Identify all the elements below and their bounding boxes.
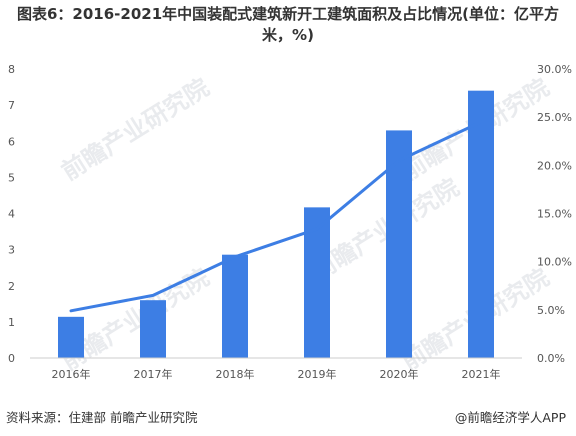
bar-series — [58, 90, 494, 359]
left-axis-ticks: 0 1 2 3 4 5 6 7 8 — [8, 63, 15, 365]
right-tick-label: 5.0% — [537, 304, 565, 317]
line-series — [69, 120, 483, 313]
left-tick-label: 7 — [8, 99, 15, 112]
bar — [222, 254, 248, 358]
x-tick-label: 2017年 — [134, 367, 173, 381]
brand-label: @前瞻经济学人APP — [454, 410, 566, 425]
x-tick-label: 2018年 — [216, 367, 255, 381]
x-tick-label: 2016年 — [52, 367, 91, 381]
right-tick-label: 30.0% — [537, 63, 572, 76]
left-tick-label: 1 — [8, 316, 15, 329]
left-tick-label: 5 — [8, 171, 15, 184]
x-tick-label: 2020年 — [380, 367, 419, 381]
chart-title: 图表6：2016-2021年中国装配式建筑新开工建筑面积及占比情况(单位：亿平方… — [16, 5, 560, 44]
bar — [58, 316, 84, 358]
share-line — [69, 120, 483, 313]
left-tick-label: 4 — [8, 208, 15, 221]
source-note: 资料来源：住建部 前瞻产业研究院 — [6, 410, 198, 425]
left-tick-label: 0 — [8, 352, 15, 365]
bar — [386, 130, 412, 358]
right-tick-label: 15.0% — [537, 208, 572, 221]
left-tick-label: 3 — [8, 244, 15, 257]
x-tick-label: 2019年 — [298, 367, 337, 381]
x-axis-ticks: 2016年 2017年 2018年 2019年 2020年 2021年 — [52, 367, 501, 381]
bar — [140, 300, 166, 358]
right-tick-label: 10.0% — [537, 256, 572, 269]
x-tick-label: 2021年 — [462, 367, 501, 381]
right-tick-label: 20.0% — [537, 159, 572, 172]
left-tick-label: 8 — [8, 63, 15, 76]
right-tick-label: 0.0% — [537, 352, 565, 365]
left-tick-label: 6 — [8, 135, 15, 148]
bar — [468, 90, 494, 359]
right-axis-ticks: 0.0% 5.0% 10.0% 15.0% 20.0% 25.0% 30.0% — [537, 63, 572, 365]
left-tick-label: 2 — [8, 280, 15, 293]
right-tick-label: 25.0% — [537, 111, 572, 124]
